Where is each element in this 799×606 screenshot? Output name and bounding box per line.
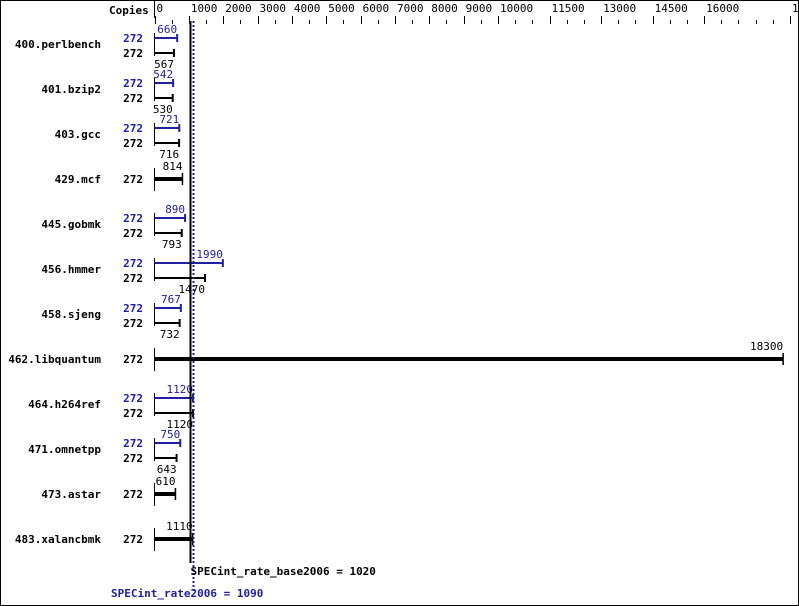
peak-copies: 272 [123, 257, 143, 270]
benchmark-label: 483.xalancbmk [15, 533, 101, 546]
x-tick-label: 10000 [500, 2, 533, 15]
peak-value-label: 890 [165, 203, 185, 216]
peak-copies: 272 [123, 212, 143, 225]
benchmark-label: 473.astar [41, 488, 101, 501]
base-copies: 272 [123, 452, 143, 465]
x-tick-label: 9000 [466, 2, 493, 15]
peak-value-label: 721 [159, 113, 179, 126]
base-value-label: 793 [162, 238, 182, 251]
x-tick-label: 4000 [294, 2, 321, 15]
base-value-label: 643 [157, 463, 177, 476]
x-tick-label: 6000 [363, 2, 390, 15]
base-copies: 272 [123, 137, 143, 150]
base-value-label: 716 [159, 148, 179, 161]
x-tick-label: 3000 [260, 2, 287, 15]
peak-value-label: 767 [161, 293, 181, 306]
peak-copies: 272 [123, 392, 143, 405]
base-value-label: 530 [153, 103, 173, 116]
base-copies: 272 [123, 47, 143, 60]
base-value-label: 1120 [166, 418, 193, 431]
base-copies: 272 [123, 173, 143, 186]
x-tick-label: 13000 [603, 2, 636, 15]
benchmark-label: 401.bzip2 [41, 83, 101, 96]
peak-copies: 272 [123, 77, 143, 90]
x-tick-label: 11500 [552, 2, 585, 15]
x-tick-label: 16000 [706, 2, 739, 15]
base-copies: 272 [123, 488, 143, 501]
base-copies: 272 [123, 407, 143, 420]
x-tick-label: 2000 [225, 2, 252, 15]
benchmark-label: 471.omnetpp [28, 443, 101, 456]
base-value-label: 18300 [750, 340, 783, 353]
base-value-label: 610 [156, 475, 176, 488]
base-value-label: 814 [163, 160, 183, 173]
peak-value-label: 750 [160, 428, 180, 441]
peak-copies: 272 [123, 437, 143, 450]
peak-value-label: 1120 [166, 383, 193, 396]
axis-header: Copies [109, 4, 149, 17]
peak-copies: 272 [123, 32, 143, 45]
peak-copies: 272 [123, 302, 143, 315]
base-copies: 272 [123, 533, 143, 546]
base-value-label: 732 [160, 328, 180, 341]
base-value-label: 1470 [178, 283, 205, 296]
x-tick-label: 14500 [655, 2, 688, 15]
peak-value-label: 542 [153, 68, 173, 81]
x-tick-label: 5000 [328, 2, 355, 15]
peak-value-label: 1990 [196, 248, 223, 261]
base-metric-label: SPECint_rate_base2006 = 1020 [191, 565, 376, 578]
benchmark-label: 458.sjeng [41, 308, 101, 321]
base-copies: 272 [123, 353, 143, 366]
benchmark-label: 429.mcf [55, 173, 101, 186]
x-tick-label: 18500 [792, 2, 799, 15]
benchmark-label: 400.perlbench [15, 38, 101, 51]
base-value-label: 1110 [166, 520, 193, 533]
base-copies: 272 [123, 272, 143, 285]
benchmark-label: 403.gcc [55, 128, 101, 141]
base-copies: 272 [123, 92, 143, 105]
base-copies: 272 [123, 317, 143, 330]
x-tick-label: 8000 [431, 2, 458, 15]
benchmark-label: 462.libquantum [8, 353, 101, 366]
peak-metric-label: SPECint_rate2006 = 1090 [111, 587, 263, 600]
x-tick-label: 1000 [191, 2, 218, 15]
benchmark-label: 464.h264ref [28, 398, 101, 411]
peak-copies: 272 [123, 122, 143, 135]
benchmark-label: 445.gobmk [41, 218, 101, 231]
base-value-label: 567 [154, 58, 174, 71]
benchmark-label: 456.hmmer [41, 263, 101, 276]
base-copies: 272 [123, 227, 143, 240]
peak-value-label: 660 [157, 23, 177, 36]
x-tick-label: 7000 [397, 2, 424, 15]
x-tick-label: 0 [157, 2, 164, 15]
